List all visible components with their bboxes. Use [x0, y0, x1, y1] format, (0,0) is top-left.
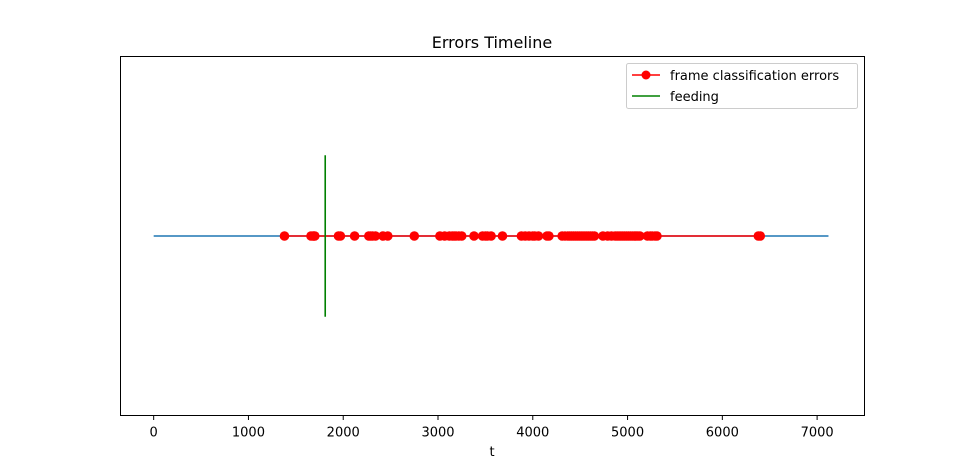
legend-feeding-label: feeding	[670, 90, 719, 105]
error-point	[279, 231, 290, 241]
x-tick-label: 0	[150, 426, 158, 441]
legend: frame classification errors feeding	[626, 63, 858, 109]
legend-errors-label: frame classification errors	[670, 69, 839, 84]
error-point	[335, 231, 346, 241]
plot-layer	[153, 155, 829, 317]
legend-errors-marker-icon	[641, 70, 651, 80]
error-point	[486, 231, 496, 241]
x-tick-label: 1000	[232, 426, 265, 441]
error-point	[497, 231, 508, 241]
error-point	[409, 231, 420, 241]
error-point	[544, 231, 554, 241]
error-point	[652, 231, 662, 241]
error-point	[370, 231, 381, 241]
x-tick-label: 6000	[706, 426, 739, 441]
x-axis-ticks: 0 1000 2000 3000 4000 5000 6000 7000	[150, 415, 834, 441]
error-point	[533, 231, 544, 241]
error-point	[382, 231, 393, 241]
error-point	[309, 231, 320, 241]
x-tick-label: 2000	[327, 426, 360, 441]
error-point	[755, 231, 766, 241]
x-tick-label: 3000	[421, 426, 454, 441]
legend-box	[626, 63, 858, 109]
x-tick-label: 4000	[516, 426, 549, 441]
x-axis-label: t	[489, 445, 494, 460]
plot-frame	[120, 56, 865, 416]
x-tick-label: 5000	[611, 426, 644, 441]
x-tick-label: 7000	[801, 426, 834, 441]
error-point	[456, 231, 467, 241]
chart-title: Errors Timeline	[432, 33, 552, 52]
error-point	[469, 231, 479, 241]
error-point	[589, 231, 600, 241]
error-point	[635, 231, 645, 241]
error-point	[349, 231, 360, 241]
